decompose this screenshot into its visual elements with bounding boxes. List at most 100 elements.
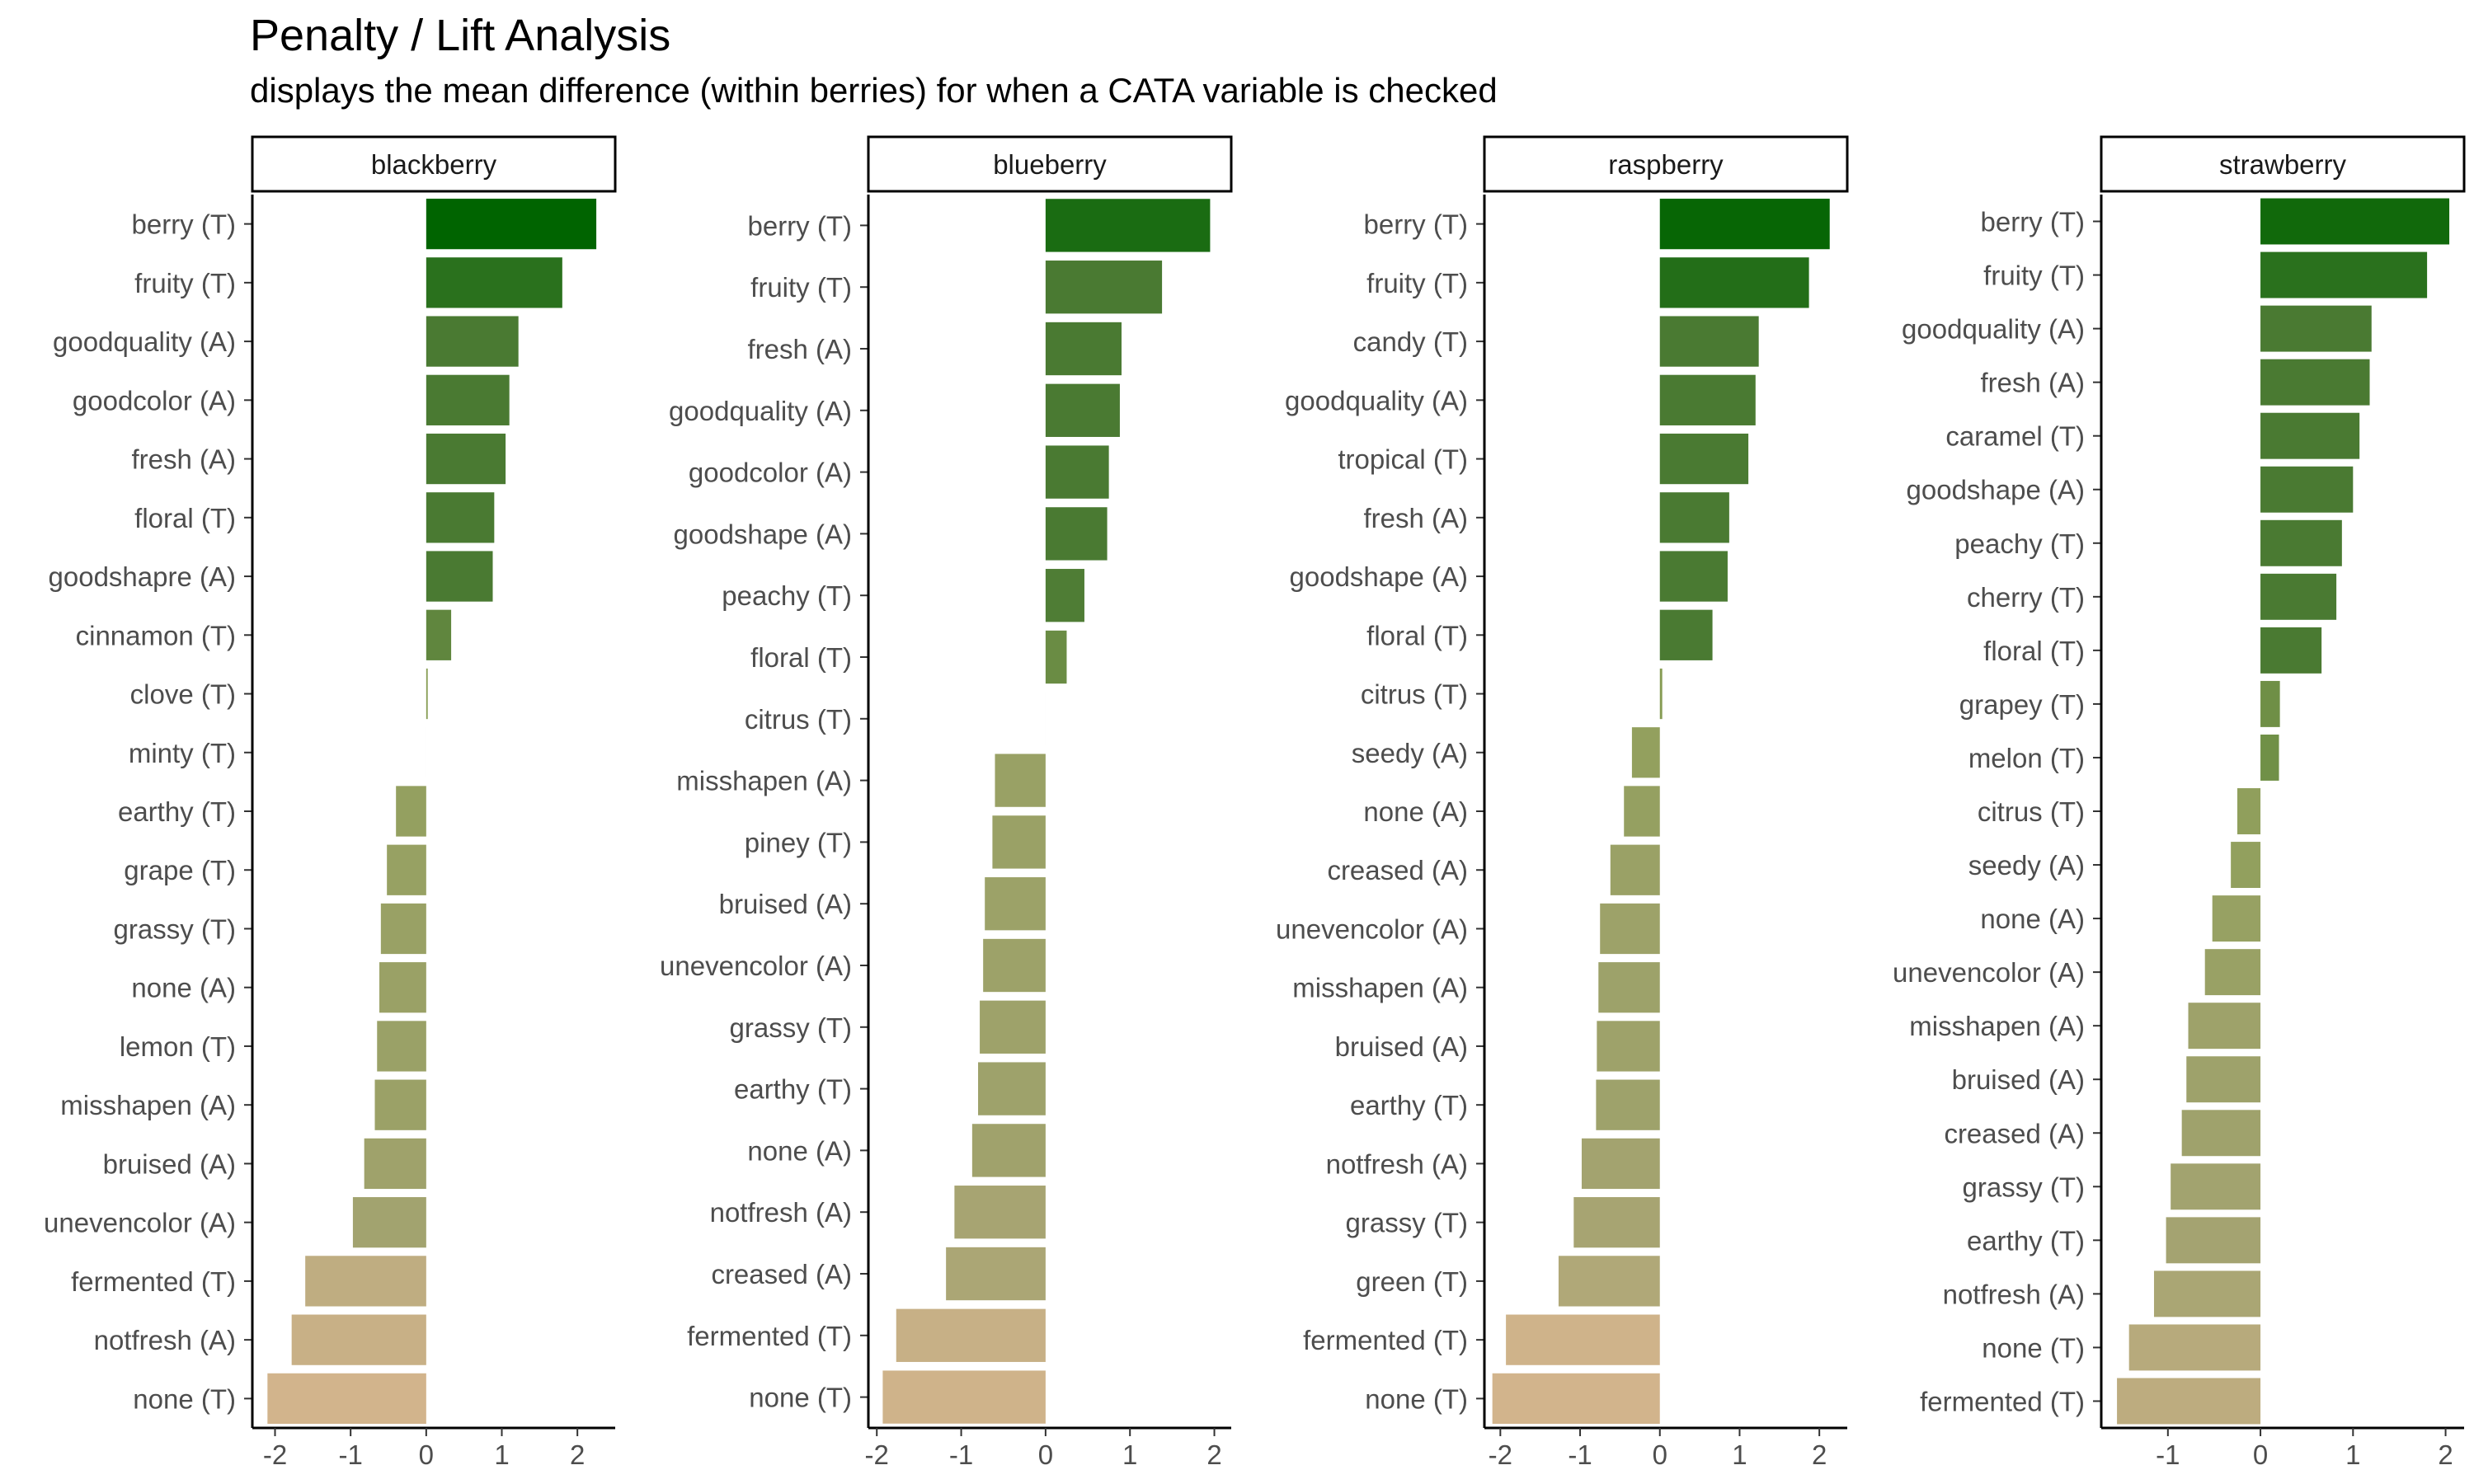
y-tick-label-blueberry: none (T) (749, 1383, 852, 1413)
bar-blackberry-bruised-a (364, 1138, 426, 1190)
bar-raspberry-berry-t (1659, 198, 1830, 250)
bar-strawberry-none-t (2128, 1324, 2261, 1371)
x-tick-label-raspberry: -2 (1489, 1439, 1512, 1470)
y-tick-label-strawberry: seedy (A) (1968, 850, 2085, 881)
y-tick-label-raspberry: bruised (A) (1335, 1031, 1468, 1062)
y-tick-label-raspberry: seedy (A) (1352, 738, 1468, 768)
y-tick-label-raspberry: green (T) (1356, 1266, 1468, 1297)
bar-raspberry-fruity-t (1659, 257, 1809, 308)
bar-blueberry-fruity-t (1045, 261, 1163, 314)
x-tick-label-raspberry: 1 (1732, 1439, 1747, 1470)
x-tick-label-blueberry: -1 (949, 1439, 973, 1470)
bar-blackberry-berry-t (426, 198, 597, 250)
y-tick-label-strawberry: none (T) (1982, 1332, 2085, 1363)
x-tick-label-blackberry: 0 (419, 1439, 434, 1470)
bar-raspberry-misshapen-a (1598, 962, 1660, 1013)
y-tick-label-blackberry: misshapen (A) (60, 1090, 236, 1120)
bar-blueberry-misshapen-a (995, 754, 1046, 807)
bar-blackberry-cinnamon-t (426, 609, 452, 660)
y-tick-label-blackberry: grape (T) (124, 855, 236, 885)
bar-blackberry-grassy-t (380, 903, 426, 955)
y-tick-label-blackberry: berry (T) (132, 209, 237, 240)
y-tick-label-blueberry: goodshape (A) (674, 519, 852, 549)
y-tick-label-blackberry: floral (T) (134, 503, 236, 533)
bar-strawberry-goodquality-a (2260, 305, 2372, 352)
bar-strawberry-goodshape-a (2260, 466, 2354, 513)
bar-blackberry-goodquality-a (426, 316, 519, 367)
bar-blueberry-berry-t (1045, 199, 1211, 252)
bar-blueberry-floral-t (1045, 630, 1067, 684)
bar-blackberry-grape-t (387, 844, 426, 895)
y-tick-label-blackberry: goodquality (A) (53, 326, 236, 357)
y-tick-label-strawberry: peachy (T) (1954, 528, 2085, 559)
bar-blackberry-earthy-t (396, 786, 426, 837)
bar-blackberry-misshapen-a (374, 1079, 426, 1130)
x-tick-label-strawberry: 2 (2438, 1439, 2453, 1470)
facet-label-blueberry: blueberry (993, 149, 1107, 180)
chart-title: Penalty / Lift Analysis (250, 11, 671, 60)
y-tick-label-blueberry: fermented (T) (687, 1321, 852, 1351)
y-tick-label-blueberry: citrus (T) (745, 704, 852, 735)
facet-strip-strawberry (2100, 135, 2466, 193)
facet-label-blackberry: blackberry (371, 149, 497, 180)
bar-strawberry-unevencolor-a (2204, 949, 2261, 996)
y-tick-label-strawberry: misshapen (A) (1909, 1011, 2085, 1041)
bar-raspberry-none-a (1624, 786, 1660, 837)
y-tick-label-raspberry: none (T) (1365, 1383, 1468, 1414)
y-tick-label-blackberry: earthy (T) (118, 796, 236, 827)
y-tick-label-strawberry: fresh (A) (1980, 368, 2085, 398)
y-tick-label-raspberry: fruity (T) (1366, 268, 1468, 298)
bar-blueberry-none-a (971, 1124, 1046, 1177)
y-tick-label-raspberry: citrus (T) (1361, 679, 1468, 710)
y-tick-label-strawberry: citrus (T) (1978, 796, 2085, 827)
y-tick-label-blackberry: goodshapre (A) (49, 561, 236, 592)
y-tick-label-blueberry: unevencolor (A) (660, 951, 852, 981)
bar-blueberry-creased-a (946, 1247, 1046, 1301)
y-tick-label-blueberry: fresh (A) (747, 334, 852, 364)
bar-blackberry-notfresh-a (291, 1314, 426, 1365)
y-tick-label-strawberry: notfresh (A) (1943, 1279, 2085, 1309)
y-tick-label-raspberry: earthy (T) (1350, 1090, 1468, 1120)
bar-blackberry-fresh-a (426, 433, 506, 485)
y-tick-label-raspberry: misshapen (A) (1292, 973, 1468, 1003)
y-tick-label-blueberry: goodquality (A) (669, 396, 852, 426)
bar-blackberry-unevencolor-a (352, 1197, 426, 1248)
bar-blueberry-goodcolor-a (1045, 445, 1109, 499)
x-tick-label-strawberry: 0 (2253, 1439, 2268, 1470)
facet-label-raspberry: raspberry (1608, 149, 1724, 180)
x-tick-label-blueberry: -2 (865, 1439, 889, 1470)
bar-blackberry-goodshapre-a (426, 551, 493, 602)
bar-raspberry-goodquality-a (1659, 374, 1756, 425)
bar-strawberry-creased-a (2181, 1110, 2261, 1157)
bar-raspberry-candy-t (1659, 316, 1759, 367)
facet-strip-blackberry (251, 135, 617, 193)
x-tick-label-blackberry: -2 (263, 1439, 287, 1470)
y-tick-label-blueberry: floral (T) (750, 642, 852, 673)
y-tick-label-raspberry: goodshape (A) (1290, 561, 1468, 592)
x-tick-label-blueberry: 0 (1038, 1439, 1053, 1470)
bar-raspberry-green-t (1558, 1256, 1660, 1307)
bar-blackberry-fruity-t (426, 257, 562, 308)
y-tick-label-blackberry: notfresh (A) (94, 1325, 236, 1355)
facet-label-strawberry: strawberry (2219, 149, 2347, 180)
y-tick-label-strawberry: none (A) (1980, 904, 2085, 934)
bar-strawberry-fruity-t (2260, 251, 2428, 298)
bar-blackberry-goodcolor-a (426, 374, 510, 425)
bar-raspberry-none-t (1492, 1373, 1660, 1425)
bar-raspberry-goodshape-a (1659, 551, 1728, 602)
y-tick-label-strawberry: creased (A) (1944, 1118, 2085, 1148)
y-tick-label-blueberry: goodcolor (A) (689, 458, 852, 488)
x-tick-label-blueberry: 2 (1206, 1439, 1221, 1470)
bar-blueberry-peachy-t (1045, 569, 1084, 622)
y-tick-label-strawberry: earthy (T) (1967, 1225, 2085, 1256)
x-tick-label-strawberry: -1 (2156, 1439, 2180, 1470)
y-tick-label-blackberry: minty (T) (129, 738, 236, 768)
bar-strawberry-cherry-t (2260, 573, 2337, 620)
y-tick-label-blueberry: fruity (T) (750, 272, 852, 303)
bar-blackberry-lemon-t (377, 1021, 426, 1072)
bar-blackberry-fermented-t (305, 1256, 426, 1307)
bar-strawberry-berry-t (2260, 198, 2450, 245)
y-tick-label-blueberry: peachy (T) (722, 580, 852, 611)
x-tick-label-raspberry: -1 (1568, 1439, 1592, 1470)
y-tick-label-blackberry: fermented (T) (71, 1266, 236, 1297)
